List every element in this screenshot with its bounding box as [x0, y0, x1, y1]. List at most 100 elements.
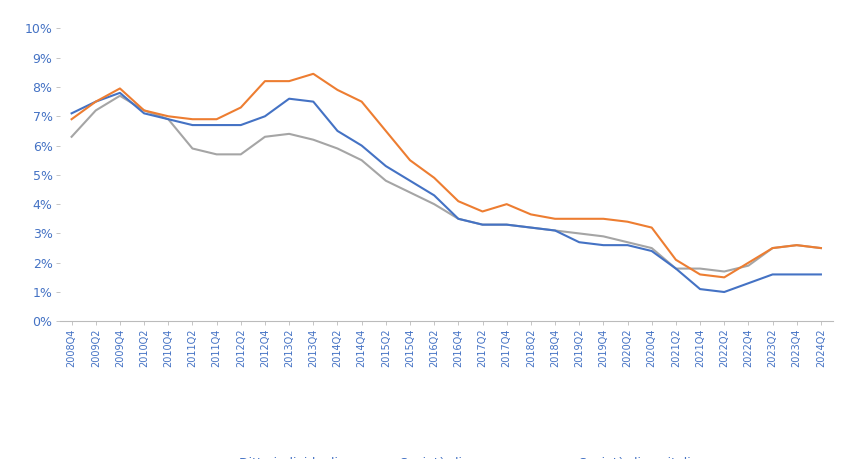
Società di capitali — [235, 105, 246, 110]
Società di capitali — [550, 216, 560, 222]
Società di persone — [91, 99, 101, 104]
Società di persone — [187, 122, 197, 128]
Società di persone — [356, 143, 366, 148]
Società di capitali — [187, 117, 197, 122]
Società di persone — [235, 122, 246, 128]
Società di capitali — [381, 128, 391, 134]
Società di persone — [163, 117, 173, 122]
Ditte individuali — [598, 234, 609, 239]
Ditte individuali — [816, 245, 826, 251]
Società di capitali — [260, 78, 270, 84]
Società di persone — [671, 266, 681, 271]
Società di capitali — [598, 216, 609, 222]
Società di capitali — [791, 242, 802, 248]
Società di capitali — [816, 245, 826, 251]
Ditte individuali — [284, 131, 294, 137]
Ditte individuali — [309, 137, 319, 142]
Ditte individuali — [235, 151, 246, 157]
Ditte individuali — [139, 108, 150, 113]
Legend: Ditte individuali, Società di persone, Società di capitali: Ditte individuali, Società di persone, S… — [196, 452, 696, 459]
Società di capitali — [284, 78, 294, 84]
Ditte individuali — [768, 245, 778, 251]
Società di persone — [66, 111, 76, 116]
Ditte individuali — [671, 266, 681, 271]
Ditte individuali — [502, 222, 512, 227]
Società di persone — [695, 286, 706, 292]
Società di persone — [284, 96, 294, 101]
Società di capitali — [526, 212, 536, 217]
Società di capitali — [671, 257, 681, 263]
Line: Società di persone: Società di persone — [71, 93, 821, 292]
Ditte individuali — [791, 242, 802, 248]
Ditte individuali — [163, 117, 173, 122]
Società di capitali — [309, 71, 319, 77]
Ditte individuali — [647, 245, 657, 251]
Società di capitali — [695, 272, 706, 277]
Società di persone — [405, 178, 415, 184]
Ditte individuali — [622, 240, 632, 245]
Società di capitali — [647, 225, 657, 230]
Ditte individuali — [356, 157, 366, 163]
Ditte individuali — [550, 228, 560, 233]
Società di capitali — [212, 117, 222, 122]
Società di persone — [816, 272, 826, 277]
Ditte individuali — [260, 134, 270, 140]
Ditte individuali — [212, 151, 222, 157]
Società di persone — [550, 228, 560, 233]
Società di capitali — [743, 260, 753, 265]
Società di capitali — [719, 274, 729, 280]
Società di capitali — [405, 157, 415, 163]
Società di capitali — [768, 245, 778, 251]
Ditte individuali — [381, 178, 391, 184]
Società di capitali — [66, 117, 76, 122]
Società di persone — [381, 163, 391, 169]
Società di capitali — [115, 86, 125, 91]
Società di capitali — [356, 99, 366, 104]
Ditte individuali — [332, 146, 343, 151]
Società di persone — [574, 240, 584, 245]
Società di capitali — [622, 219, 632, 224]
Società di capitali — [502, 202, 512, 207]
Società di persone — [598, 242, 609, 248]
Società di capitali — [91, 99, 101, 104]
Società di persone — [743, 280, 753, 286]
Ditte individuali — [429, 202, 439, 207]
Ditte individuali — [743, 263, 753, 269]
Società di persone — [309, 99, 319, 104]
Ditte individuali — [478, 222, 488, 227]
Società di capitali — [478, 209, 488, 214]
Ditte individuali — [574, 231, 584, 236]
Ditte individuali — [453, 216, 463, 222]
Ditte individuali — [91, 108, 101, 113]
Società di persone — [212, 122, 222, 128]
Ditte individuali — [526, 225, 536, 230]
Società di capitali — [332, 87, 343, 93]
Ditte individuali — [405, 190, 415, 195]
Società di persone — [332, 128, 343, 134]
Società di persone — [526, 225, 536, 230]
Società di persone — [478, 222, 488, 227]
Società di capitali — [429, 175, 439, 180]
Società di persone — [429, 193, 439, 198]
Ditte individuali — [66, 134, 76, 140]
Società di capitali — [574, 216, 584, 222]
Società di persone — [115, 90, 125, 95]
Ditte individuali — [719, 269, 729, 274]
Line: Ditte individuali: Ditte individuali — [71, 96, 821, 272]
Società di persone — [260, 113, 270, 119]
Società di persone — [453, 216, 463, 222]
Ditte individuali — [187, 146, 197, 151]
Società di persone — [139, 111, 150, 116]
Società di persone — [768, 272, 778, 277]
Line: Società di capitali: Società di capitali — [71, 74, 821, 277]
Società di capitali — [163, 113, 173, 119]
Ditte individuali — [115, 93, 125, 99]
Società di capitali — [453, 198, 463, 204]
Società di persone — [622, 242, 632, 248]
Società di persone — [791, 272, 802, 277]
Ditte individuali — [695, 266, 706, 271]
Società di capitali — [139, 108, 150, 113]
Società di persone — [647, 248, 657, 254]
Società di persone — [719, 289, 729, 295]
Società di persone — [502, 222, 512, 227]
